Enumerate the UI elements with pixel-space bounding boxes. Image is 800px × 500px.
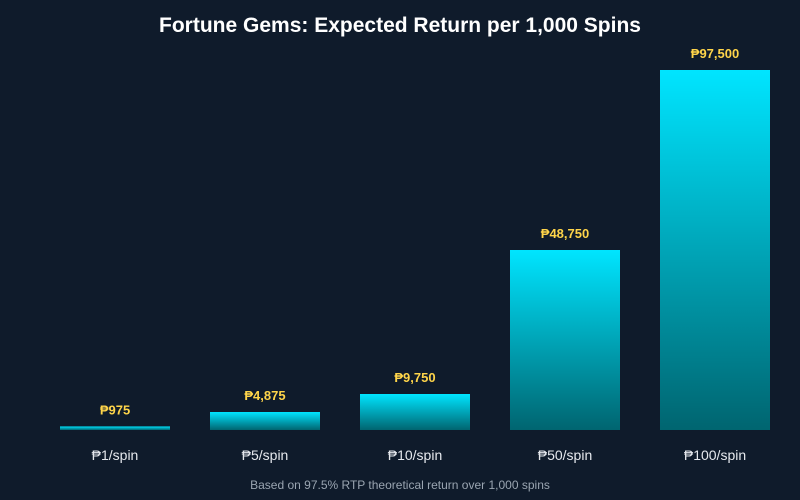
chart-footnote: Based on 97.5% RTP theoretical return ov… (250, 478, 550, 492)
bar-value-label-2: ₱9,750 (394, 370, 435, 385)
bar-2 (360, 394, 470, 430)
x-tick-label-2: ₱10/spin (388, 447, 442, 463)
x-tick-label-4: ₱100/spin (684, 447, 746, 463)
x-tick-label-3: ₱50/spin (538, 447, 592, 463)
bar-value-label-3: ₱48,750 (541, 226, 589, 241)
bar-value-label-1: ₱4,875 (244, 388, 285, 403)
x-tick-label-0: ₱1/spin (92, 447, 139, 463)
chart-title: Fortune Gems: Expected Return per 1,000 … (159, 14, 641, 37)
bar-value-label-0: ₱975 (100, 402, 130, 417)
bar-0 (60, 426, 170, 430)
bar-1 (210, 412, 320, 430)
x-tick-label-1: ₱5/spin (242, 447, 289, 463)
bar-4 (660, 70, 770, 430)
bar-3 (510, 250, 620, 430)
bar-value-label-4: ₱97,500 (691, 46, 739, 61)
